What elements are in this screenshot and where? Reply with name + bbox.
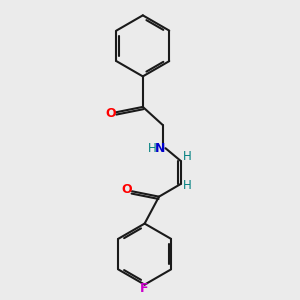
Text: O: O (121, 183, 132, 196)
Text: F: F (140, 282, 149, 296)
Text: N: N (155, 142, 166, 155)
Text: O: O (105, 106, 116, 119)
Text: H: H (183, 179, 191, 192)
Text: H: H (183, 150, 191, 163)
Text: H: H (148, 142, 157, 155)
